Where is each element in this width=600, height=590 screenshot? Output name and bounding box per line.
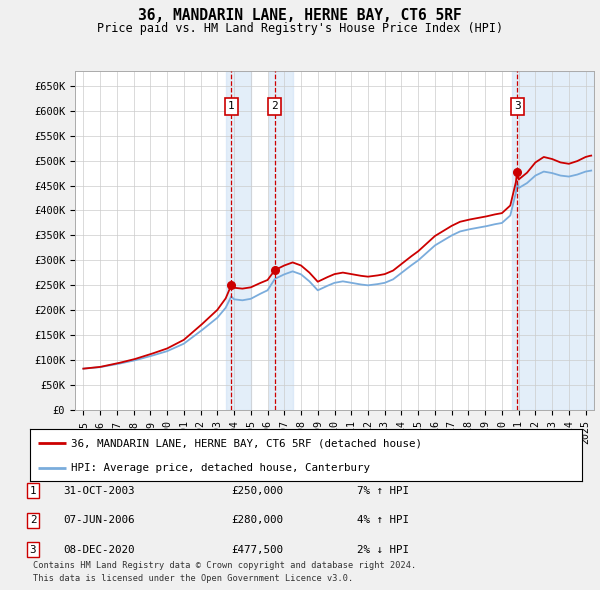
Text: 1: 1 (228, 101, 235, 112)
Text: 2% ↓ HPI: 2% ↓ HPI (357, 545, 409, 555)
Text: 3: 3 (30, 545, 36, 555)
Text: 07-JUN-2006: 07-JUN-2006 (63, 516, 134, 525)
Text: £250,000: £250,000 (231, 486, 283, 496)
Text: HPI: Average price, detached house, Canterbury: HPI: Average price, detached house, Cant… (71, 463, 370, 473)
Text: 31-OCT-2003: 31-OCT-2003 (63, 486, 134, 496)
Text: Price paid vs. HM Land Registry's House Price Index (HPI): Price paid vs. HM Land Registry's House … (97, 22, 503, 35)
Text: 08-DEC-2020: 08-DEC-2020 (63, 545, 134, 555)
Text: £477,500: £477,500 (231, 545, 283, 555)
Text: 4% ↑ HPI: 4% ↑ HPI (357, 516, 409, 525)
Bar (226, 71, 251, 410)
Text: £280,000: £280,000 (231, 516, 283, 525)
Text: 36, MANDARIN LANE, HERNE BAY, CT6 5RF (detached house): 36, MANDARIN LANE, HERNE BAY, CT6 5RF (d… (71, 438, 422, 448)
Text: 1: 1 (30, 486, 36, 496)
Bar (269, 71, 293, 410)
Text: This data is licensed under the Open Government Licence v3.0.: This data is licensed under the Open Gov… (33, 574, 353, 583)
Text: 3: 3 (514, 101, 521, 112)
Text: 2: 2 (272, 101, 278, 112)
Text: Contains HM Land Registry data © Crown copyright and database right 2024.: Contains HM Land Registry data © Crown c… (33, 561, 416, 570)
Text: 2: 2 (30, 516, 36, 525)
Text: 36, MANDARIN LANE, HERNE BAY, CT6 5RF: 36, MANDARIN LANE, HERNE BAY, CT6 5RF (138, 8, 462, 22)
Bar (512, 71, 594, 410)
Text: 7% ↑ HPI: 7% ↑ HPI (357, 486, 409, 496)
